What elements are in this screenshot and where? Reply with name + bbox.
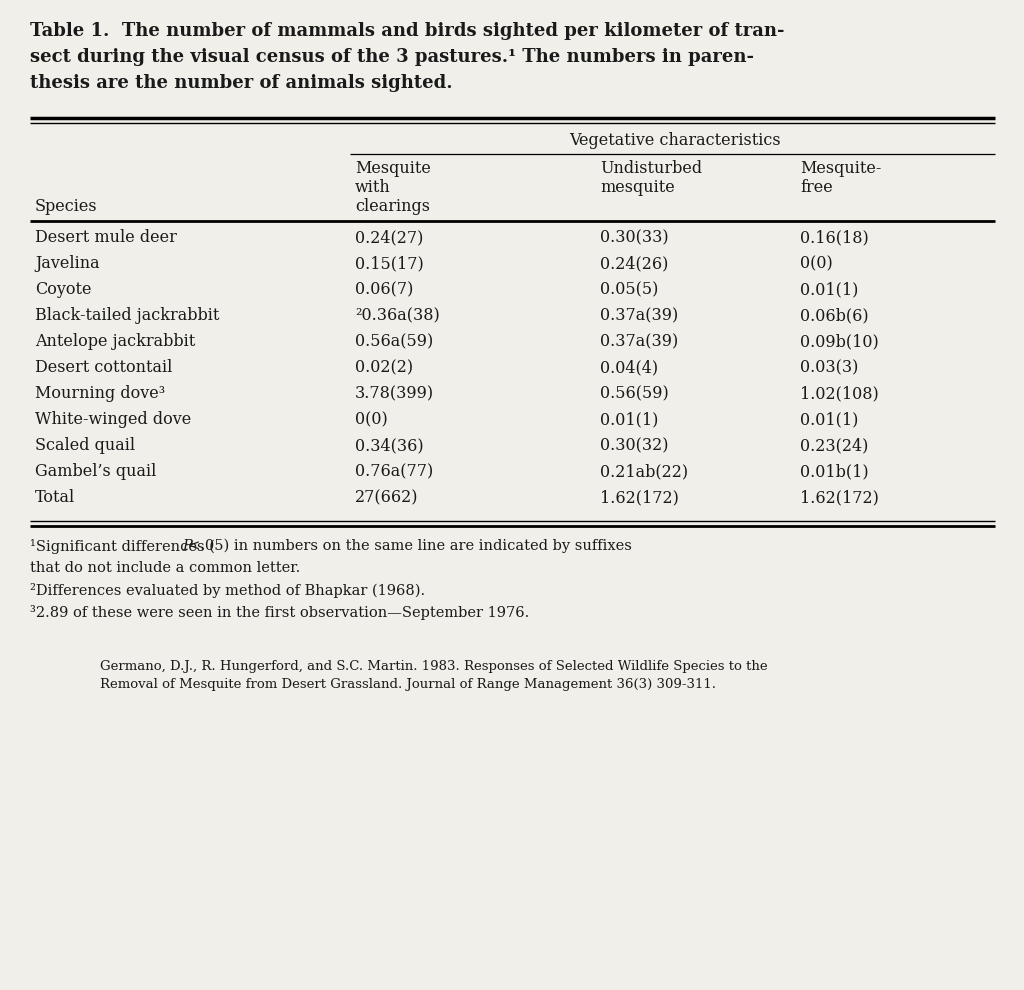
Text: 0.01(1): 0.01(1): [800, 281, 858, 298]
Text: 0.56(59): 0.56(59): [600, 385, 669, 402]
Text: 0.01b(1): 0.01b(1): [800, 463, 868, 480]
Text: Vegetative characteristics: Vegetative characteristics: [569, 132, 781, 149]
Text: Antelope jackrabbit: Antelope jackrabbit: [35, 333, 196, 350]
Text: Germano, D.J., R. Hungerford, and S.C. Martin. 1983. Responses of Selected Wildl: Germano, D.J., R. Hungerford, and S.C. M…: [100, 660, 768, 673]
Text: 0.16(18): 0.16(18): [800, 229, 868, 246]
Text: Desert cottontail: Desert cottontail: [35, 359, 172, 376]
Text: White-winged dove: White-winged dove: [35, 411, 191, 428]
Text: 0.37a(39): 0.37a(39): [600, 307, 678, 324]
Text: 0(0): 0(0): [800, 255, 833, 272]
Text: sect during the visual census of the 3 pastures.¹ The numbers in paren-: sect during the visual census of the 3 p…: [30, 48, 754, 66]
Text: Black-tailed jackrabbit: Black-tailed jackrabbit: [35, 307, 219, 324]
Text: with: with: [355, 179, 391, 196]
Text: that do not include a common letter.: that do not include a common letter.: [30, 561, 300, 575]
Text: 0.09b(10): 0.09b(10): [800, 333, 879, 350]
Text: Undisturbed: Undisturbed: [600, 160, 702, 177]
Text: Species: Species: [35, 198, 97, 215]
Text: 0.56a(59): 0.56a(59): [355, 333, 433, 350]
Text: 0.01(1): 0.01(1): [800, 411, 858, 428]
Text: 0.34(36): 0.34(36): [355, 437, 424, 454]
Text: 0.37a(39): 0.37a(39): [600, 333, 678, 350]
Text: 0.06(7): 0.06(7): [355, 281, 414, 298]
Text: 0.05(5): 0.05(5): [600, 281, 658, 298]
Text: ³2.89 of these were seen in the first observation—September 1976.: ³2.89 of these were seen in the first ob…: [30, 605, 529, 620]
Text: Total: Total: [35, 489, 75, 506]
Text: 0.04(4): 0.04(4): [600, 359, 658, 376]
Text: ²0.36a(38): ²0.36a(38): [355, 307, 439, 324]
Text: thesis are the number of animals sighted.: thesis are the number of animals sighted…: [30, 74, 453, 92]
Text: Javelina: Javelina: [35, 255, 99, 272]
Text: 1.62(172): 1.62(172): [600, 489, 679, 506]
Text: P: P: [182, 539, 191, 553]
Text: Gambel’s quail: Gambel’s quail: [35, 463, 157, 480]
Text: 0.21ab(22): 0.21ab(22): [600, 463, 688, 480]
Text: 27(662): 27(662): [355, 489, 419, 506]
Text: Mesquite-: Mesquite-: [800, 160, 882, 177]
Text: mesquite: mesquite: [600, 179, 675, 196]
Text: Coyote: Coyote: [35, 281, 91, 298]
Text: Desert mule deer: Desert mule deer: [35, 229, 177, 246]
Text: 0(0): 0(0): [355, 411, 388, 428]
Text: ²Differences evaluated by method of Bhapkar (1968).: ²Differences evaluated by method of Bhap…: [30, 583, 425, 598]
Text: 0.02(2): 0.02(2): [355, 359, 413, 376]
Text: clearings: clearings: [355, 198, 430, 215]
Text: 0.23(24): 0.23(24): [800, 437, 868, 454]
Text: 1.02(108): 1.02(108): [800, 385, 879, 402]
Text: free: free: [800, 179, 833, 196]
Text: Scaled quail: Scaled quail: [35, 437, 135, 454]
Text: 0.30(33): 0.30(33): [600, 229, 669, 246]
Text: Mesquite: Mesquite: [355, 160, 431, 177]
Text: 0.76a(77): 0.76a(77): [355, 463, 433, 480]
Text: ¹Significant differences (: ¹Significant differences (: [30, 539, 215, 554]
Text: 0.24(27): 0.24(27): [355, 229, 423, 246]
Text: 1.62(172): 1.62(172): [800, 489, 879, 506]
Text: Mourning dove³: Mourning dove³: [35, 385, 165, 402]
Text: 0.15(17): 0.15(17): [355, 255, 424, 272]
Text: 3.78(399): 3.78(399): [355, 385, 434, 402]
Text: 0.03(3): 0.03(3): [800, 359, 858, 376]
Text: 0.06b(6): 0.06b(6): [800, 307, 868, 324]
Text: Removal of Mesquite from Desert Grassland. Journal of Range Management 36(3) 309: Removal of Mesquite from Desert Grasslan…: [100, 678, 716, 691]
Text: Table 1.  The number of mammals and birds sighted per kilometer of tran-: Table 1. The number of mammals and birds…: [30, 22, 784, 40]
Text: 0.24(26): 0.24(26): [600, 255, 669, 272]
Text: 0.30(32): 0.30(32): [600, 437, 669, 454]
Text: 0.01(1): 0.01(1): [600, 411, 658, 428]
Text: <.05) in numbers on the same line are indicated by suffixes: <.05) in numbers on the same line are in…: [188, 539, 632, 553]
